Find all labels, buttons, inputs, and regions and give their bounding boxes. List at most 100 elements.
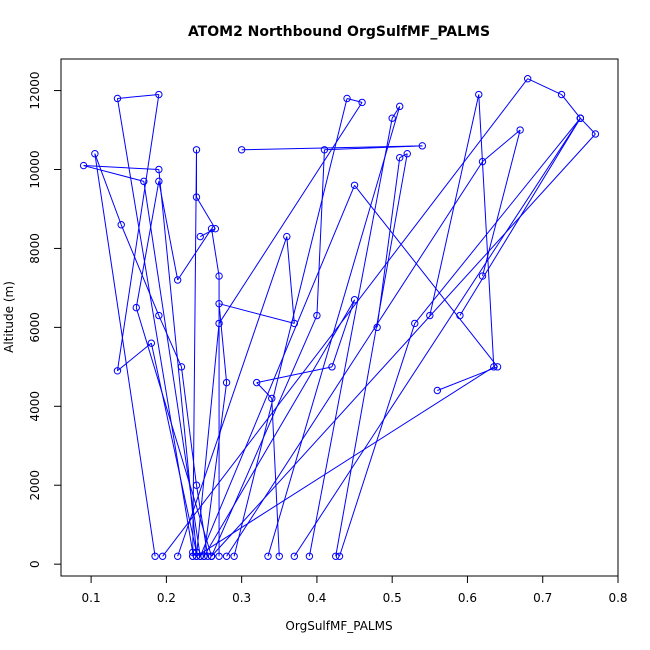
series-segment bbox=[414, 117, 581, 324]
data-point bbox=[475, 90, 483, 99]
x-tick-label: 0.6 bbox=[458, 591, 477, 605]
data-point bbox=[155, 165, 163, 174]
x-axis-label: OrgSulfMF_PALMS bbox=[285, 619, 392, 633]
data-point bbox=[192, 552, 201, 560]
y-tick-label: 2000 bbox=[28, 470, 42, 501]
series-5 bbox=[79, 161, 204, 560]
series-segment bbox=[376, 157, 401, 328]
data-point bbox=[396, 102, 404, 111]
series-layer bbox=[79, 75, 600, 560]
series-14 bbox=[207, 142, 426, 560]
series-segment bbox=[135, 181, 160, 308]
series-segment bbox=[459, 117, 581, 316]
series-segment bbox=[339, 323, 416, 557]
data-point bbox=[576, 114, 585, 122]
series-segment bbox=[482, 129, 521, 277]
y-tick-label: 12000 bbox=[28, 71, 42, 109]
series-segment bbox=[271, 398, 280, 557]
series-segment bbox=[482, 129, 521, 162]
x-tick-label: 0.5 bbox=[383, 591, 402, 605]
series-17 bbox=[222, 126, 524, 560]
data-point bbox=[478, 157, 487, 166]
series-segment bbox=[335, 153, 408, 557]
data-point bbox=[200, 552, 208, 560]
series-segment bbox=[286, 236, 295, 324]
x-tick-label: 0.4 bbox=[307, 591, 326, 605]
series-segment bbox=[83, 165, 144, 182]
data-point bbox=[343, 94, 351, 103]
series-segment bbox=[218, 102, 363, 324]
data-point bbox=[305, 552, 314, 560]
series-segment bbox=[162, 78, 529, 557]
series-13 bbox=[332, 150, 411, 560]
data-point bbox=[396, 153, 404, 162]
data-point bbox=[332, 552, 340, 560]
series-6 bbox=[192, 94, 366, 560]
series-segment bbox=[83, 165, 159, 171]
data-point bbox=[192, 193, 201, 201]
x-tick-label: 0.3 bbox=[232, 591, 251, 605]
series-9 bbox=[290, 114, 585, 560]
data-point bbox=[91, 150, 99, 158]
x-tick-label: 0.1 bbox=[82, 591, 101, 605]
data-point bbox=[211, 225, 220, 233]
x-axis: 0.1 0.2 0.3 0.4 0.5 0.6 0.7 0.8 bbox=[82, 575, 628, 605]
series-segment bbox=[94, 153, 156, 557]
y-tick-label: 4000 bbox=[28, 391, 42, 422]
series-segment bbox=[233, 98, 348, 557]
series-16 bbox=[207, 114, 600, 560]
data-point bbox=[140, 177, 148, 186]
series-4 bbox=[200, 296, 359, 560]
series-segment bbox=[478, 94, 495, 367]
series-segment bbox=[177, 236, 288, 557]
data-point bbox=[222, 378, 231, 387]
series-segment bbox=[203, 299, 355, 557]
data-point bbox=[335, 552, 344, 560]
series-2 bbox=[113, 90, 201, 560]
series-segment bbox=[135, 307, 213, 557]
series-12 bbox=[189, 146, 220, 560]
data-point bbox=[283, 232, 291, 241]
data-point bbox=[388, 114, 396, 122]
series-segment bbox=[211, 133, 596, 557]
data-point bbox=[433, 386, 442, 395]
y-tick-label: 0 bbox=[28, 560, 42, 568]
data-point bbox=[403, 150, 411, 158]
data-point bbox=[79, 161, 88, 170]
data-point bbox=[253, 378, 261, 387]
data-point bbox=[313, 311, 321, 320]
y-axis: 0 2000 4000 6000 8000 10000 12000 bbox=[28, 71, 62, 568]
series-segment bbox=[203, 382, 228, 557]
data-point bbox=[264, 552, 272, 560]
series-segment bbox=[399, 153, 408, 159]
series-segment bbox=[117, 94, 159, 99]
data-point bbox=[215, 552, 223, 560]
chart-title: ATOM2 Northbound OrgSulfMF_PALMS bbox=[188, 24, 490, 40]
series-15 bbox=[196, 181, 502, 560]
series-segment bbox=[293, 117, 581, 557]
data-point bbox=[196, 232, 204, 241]
y-tick-label: 6000 bbox=[28, 312, 42, 343]
series-segment bbox=[177, 228, 212, 281]
data-point bbox=[196, 552, 204, 560]
data-point bbox=[456, 311, 464, 320]
x-tick-label: 0.7 bbox=[533, 591, 552, 605]
series-segment bbox=[561, 94, 581, 119]
data-point bbox=[358, 98, 366, 107]
data-point bbox=[478, 272, 487, 280]
series-8 bbox=[264, 102, 404, 560]
data-point bbox=[350, 181, 359, 189]
data-point bbox=[113, 94, 122, 103]
series-segment bbox=[150, 343, 197, 553]
data-point bbox=[151, 552, 159, 560]
data-point bbox=[207, 552, 216, 560]
series-segment bbox=[196, 366, 495, 557]
data-point bbox=[117, 221, 125, 229]
series-segment bbox=[218, 303, 295, 324]
data-point bbox=[516, 126, 524, 134]
data-point bbox=[147, 339, 156, 347]
data-point bbox=[215, 319, 223, 328]
series-segment bbox=[226, 161, 483, 557]
data-point bbox=[328, 363, 336, 371]
series-segment bbox=[256, 366, 333, 384]
